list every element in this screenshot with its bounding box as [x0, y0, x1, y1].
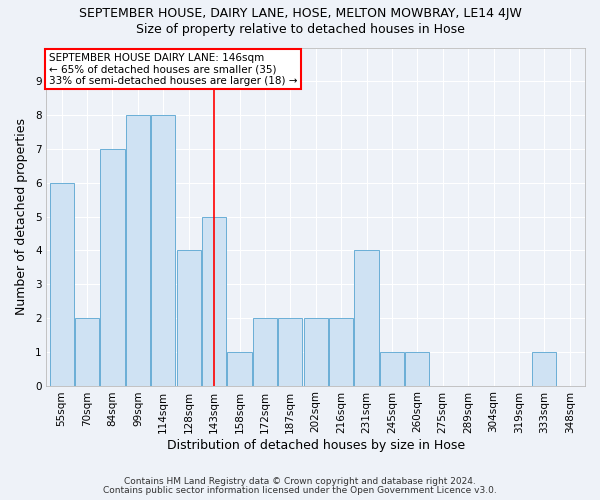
- Text: Contains public sector information licensed under the Open Government Licence v3: Contains public sector information licen…: [103, 486, 497, 495]
- Bar: [355, 250, 379, 386]
- Bar: [304, 318, 328, 386]
- Bar: [100, 149, 125, 386]
- Text: SEPTEMBER HOUSE, DAIRY LANE, HOSE, MELTON MOWBRAY, LE14 4JW: SEPTEMBER HOUSE, DAIRY LANE, HOSE, MELTO…: [79, 8, 521, 20]
- Text: Contains HM Land Registry data © Crown copyright and database right 2024.: Contains HM Land Registry data © Crown c…: [124, 477, 476, 486]
- Bar: [405, 352, 430, 386]
- Y-axis label: Number of detached properties: Number of detached properties: [15, 118, 28, 315]
- Bar: [227, 352, 251, 386]
- Bar: [329, 318, 353, 386]
- X-axis label: Distribution of detached houses by size in Hose: Distribution of detached houses by size …: [167, 440, 465, 452]
- Bar: [176, 250, 201, 386]
- Bar: [151, 115, 175, 386]
- Bar: [278, 318, 302, 386]
- Bar: [50, 182, 74, 386]
- Bar: [532, 352, 556, 386]
- Bar: [75, 318, 99, 386]
- Text: SEPTEMBER HOUSE DAIRY LANE: 146sqm
← 65% of detached houses are smaller (35)
33%: SEPTEMBER HOUSE DAIRY LANE: 146sqm ← 65%…: [49, 52, 298, 86]
- Bar: [126, 115, 150, 386]
- Bar: [202, 216, 226, 386]
- Bar: [253, 318, 277, 386]
- Text: Size of property relative to detached houses in Hose: Size of property relative to detached ho…: [136, 22, 464, 36]
- Bar: [380, 352, 404, 386]
